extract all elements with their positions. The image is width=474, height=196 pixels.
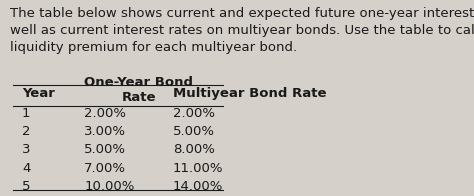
Text: One-Year Bond
Rate: One-Year Bond Rate — [84, 76, 193, 104]
Text: 5.00%: 5.00% — [173, 125, 215, 138]
Text: 11.00%: 11.00% — [173, 162, 223, 175]
Text: The table below shows current and expected future one-year interest rates, as
we: The table below shows current and expect… — [10, 7, 474, 54]
Text: Multiyear Bond Rate: Multiyear Bond Rate — [173, 87, 326, 100]
Text: 7.00%: 7.00% — [84, 162, 126, 175]
Text: 1: 1 — [22, 107, 30, 120]
Text: 14.00%: 14.00% — [173, 180, 223, 193]
Text: 10.00%: 10.00% — [84, 180, 135, 193]
Text: 8.00%: 8.00% — [173, 143, 215, 156]
Text: 2.00%: 2.00% — [173, 107, 215, 120]
Text: 5.00%: 5.00% — [84, 143, 126, 156]
Text: Year: Year — [22, 87, 55, 100]
Text: 3.00%: 3.00% — [84, 125, 126, 138]
Text: 4: 4 — [22, 162, 30, 175]
Text: 2.00%: 2.00% — [84, 107, 126, 120]
Text: 2: 2 — [22, 125, 30, 138]
Text: 3: 3 — [22, 143, 30, 156]
Text: 5: 5 — [22, 180, 30, 193]
